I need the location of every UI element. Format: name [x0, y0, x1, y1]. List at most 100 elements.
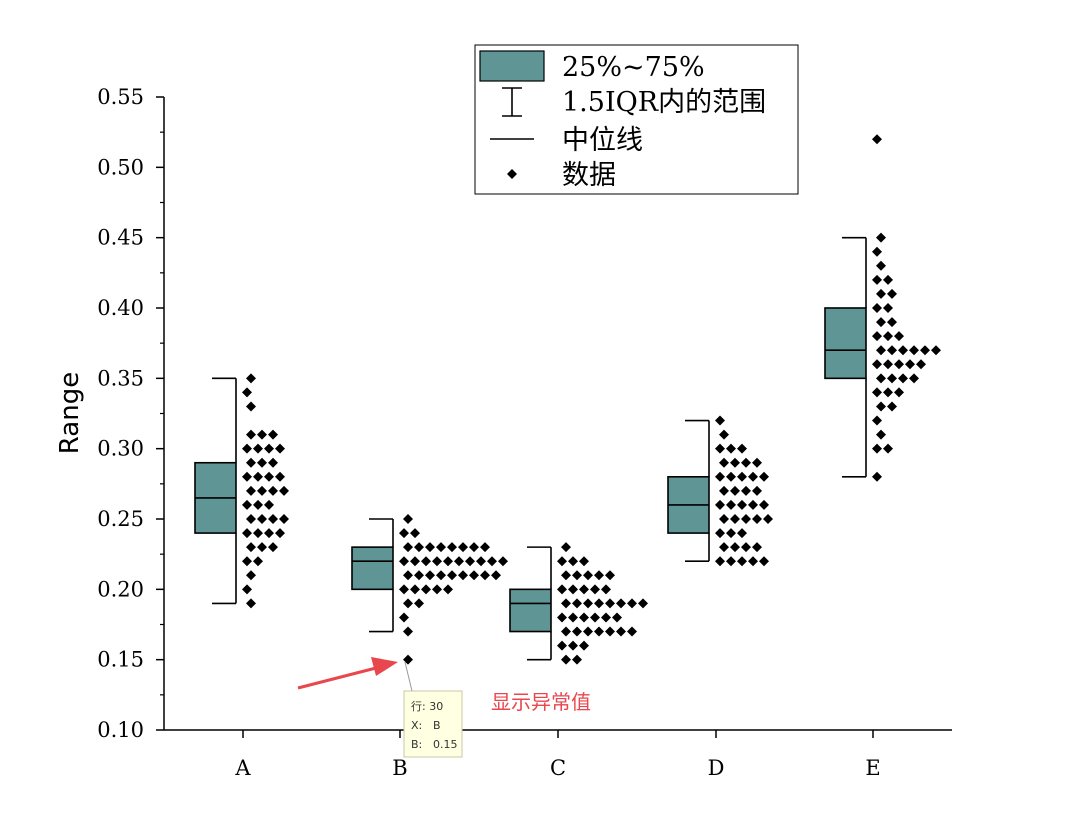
data-point	[246, 401, 256, 412]
data-point	[242, 584, 252, 595]
data-point	[410, 584, 420, 595]
data-point	[246, 570, 256, 581]
data-point	[748, 499, 758, 510]
data-point	[253, 443, 263, 454]
data-point	[590, 612, 600, 623]
data-point	[432, 584, 442, 595]
data-point	[616, 598, 626, 609]
data-point	[253, 528, 263, 539]
x-tick-label: C	[550, 756, 566, 780]
annotation-arrow-head	[371, 657, 398, 676]
tooltip-pointer	[404, 661, 413, 692]
tooltip-b-label: B:	[411, 738, 422, 751]
data-point	[583, 598, 593, 609]
data-point	[876, 401, 886, 412]
x-tick-label: D	[708, 756, 725, 780]
data-point	[403, 654, 413, 665]
y-tick-label: 0.30	[97, 437, 144, 461]
data-point	[242, 471, 252, 482]
data-point	[605, 626, 615, 637]
data-point	[741, 457, 751, 468]
data-point	[242, 556, 252, 567]
data-point	[436, 542, 446, 553]
box-iqr	[824, 307, 867, 380]
y-tick-label: 0.50	[97, 155, 144, 179]
legend-whisker-symbol	[502, 87, 522, 117]
data-point	[872, 359, 882, 370]
x-tick-label: E	[865, 756, 880, 780]
data-point	[279, 485, 289, 496]
data-point	[257, 485, 267, 496]
data-point	[627, 626, 637, 637]
data-point	[253, 471, 263, 482]
legend-box-symbol	[479, 50, 545, 82]
box-iqr	[351, 546, 394, 591]
data-point	[399, 612, 409, 623]
data-point	[719, 485, 729, 496]
data-point	[876, 317, 886, 328]
data-point	[568, 640, 578, 651]
data-point	[257, 457, 267, 468]
data-point	[242, 387, 252, 398]
data-point	[246, 598, 256, 609]
data-point	[268, 514, 278, 524]
data-point	[268, 542, 278, 553]
data-point	[715, 528, 725, 539]
data-point	[568, 612, 578, 623]
data-point	[458, 570, 468, 581]
data-point	[876, 288, 886, 299]
data-point	[410, 528, 420, 539]
data-point	[264, 499, 274, 510]
data-point	[638, 598, 648, 609]
data-point	[715, 499, 725, 510]
data-point	[898, 345, 908, 356]
data-point	[480, 570, 490, 581]
data-point	[410, 556, 420, 567]
data-point	[719, 429, 729, 440]
data-point	[715, 556, 725, 567]
y-axis-title: Range	[55, 372, 85, 454]
data-point	[931, 345, 941, 356]
data-point	[242, 528, 252, 539]
data-point	[726, 471, 736, 482]
data-point	[557, 584, 567, 595]
data-point	[246, 542, 256, 553]
data-point	[561, 570, 571, 581]
data-point	[601, 584, 611, 595]
tooltip-x-value: B	[433, 719, 441, 732]
data-point	[726, 528, 736, 539]
data-point	[763, 514, 773, 524]
data-point	[275, 528, 285, 539]
data-point	[403, 542, 413, 553]
data-point	[594, 626, 604, 637]
data-point	[872, 387, 882, 398]
data-point	[627, 598, 637, 609]
data-point	[579, 612, 589, 623]
data-point	[737, 471, 747, 482]
data-point	[443, 584, 453, 595]
annotation-arrow-shaft	[297, 666, 377, 690]
data-point	[246, 485, 256, 496]
data-point	[883, 359, 893, 370]
data-point	[719, 542, 729, 553]
data-point	[612, 612, 622, 623]
data-point	[246, 429, 256, 440]
data-point	[737, 556, 747, 567]
data-point	[887, 401, 897, 412]
data-point	[246, 457, 256, 468]
data-point	[279, 514, 289, 524]
data-point	[905, 359, 915, 370]
data-point	[741, 514, 751, 524]
data-point	[872, 331, 882, 342]
data-point	[730, 514, 740, 524]
y-tick-label: 0.35	[97, 366, 144, 390]
data-point	[436, 570, 446, 581]
data-point	[579, 640, 589, 651]
data-point	[883, 274, 893, 285]
data-point	[737, 499, 747, 510]
data-point	[264, 528, 274, 539]
x-tick-label: A	[234, 756, 251, 780]
y-tick-label: 0.10	[97, 718, 144, 742]
data-point	[399, 528, 409, 539]
